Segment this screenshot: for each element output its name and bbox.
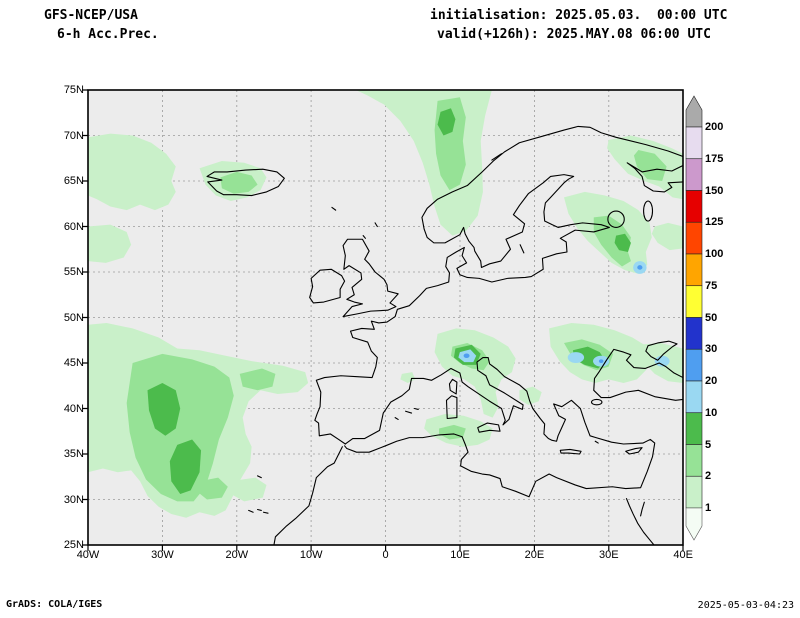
xtick-label: 10E xyxy=(450,549,470,561)
colorbar-label: 150 xyxy=(705,184,724,197)
colorbar-label: 30 xyxy=(705,343,718,356)
ytick-label: 50N xyxy=(63,311,84,324)
colorbar-label: 50 xyxy=(705,311,718,324)
colorbar-label: 20 xyxy=(705,375,718,387)
colorbar-segment xyxy=(685,348,703,382)
colorbar xyxy=(685,95,703,541)
ytick-label: 35N xyxy=(63,448,84,460)
colorbar-segment xyxy=(685,126,703,160)
init-time: initialisation: 2025.05.03. 00:00 UTC xyxy=(430,8,728,23)
colorbar-label: 2 xyxy=(705,470,712,483)
colorbar-label: 175 xyxy=(705,152,724,165)
ytick-label: 25N xyxy=(63,539,84,551)
colorbar-label: 100 xyxy=(705,248,724,260)
colorbar-top-arrow xyxy=(685,95,703,128)
colorbar-bottom-arrow xyxy=(685,507,703,541)
xtick-label: 40E xyxy=(673,549,693,561)
ytick-label: 75N xyxy=(63,84,84,96)
ytick-label: 65N xyxy=(63,175,84,187)
colorbar-segment xyxy=(685,253,703,287)
colorbar-label: 125 xyxy=(705,216,724,229)
map-plot xyxy=(88,90,683,545)
xtick-label: 40W xyxy=(76,549,100,561)
colorbar-label: 5 xyxy=(705,438,712,451)
coastlines xyxy=(207,126,683,545)
ytick-label: 55N xyxy=(63,266,84,278)
colorbar-label: 75 xyxy=(705,279,718,292)
grid-lines xyxy=(88,90,683,545)
valid-time: valid(+126h): 2025.MAY.08 06:00 UTC xyxy=(437,27,711,42)
colorbar-label: 1 xyxy=(705,502,712,514)
map-frame xyxy=(87,89,684,546)
creation-timestamp: 2025-05-03-04:23 xyxy=(697,600,794,611)
model-title: GFS-NCEP/USA xyxy=(44,8,138,23)
ytick-label: 45N xyxy=(63,357,84,369)
product-title: 6-h Acc.Prec. xyxy=(57,27,159,42)
colorbar-segment xyxy=(685,475,703,509)
ytick-label: 60N xyxy=(63,220,84,233)
xtick-label: 10W xyxy=(299,549,323,561)
ytick-label: 40N xyxy=(63,402,84,415)
grads-credit: GrADS: COLA/IGES xyxy=(6,599,103,610)
colorbar-segment xyxy=(685,221,703,255)
xtick-label: 0 xyxy=(382,549,389,561)
ytick-label: 30N xyxy=(63,493,84,506)
colorbar-segment xyxy=(685,158,703,191)
colorbar-segment xyxy=(685,380,703,414)
colorbar-segment xyxy=(685,317,703,350)
colorbar-segment xyxy=(685,285,703,318)
xtick-label: 30W xyxy=(151,549,174,561)
axis-ticks xyxy=(82,89,684,551)
xtick-label: 20E xyxy=(524,549,545,561)
xtick-label: 20W xyxy=(225,549,249,561)
colorbar-segment xyxy=(685,412,703,445)
ytick-label: 70N xyxy=(63,129,84,142)
colorbar-segment xyxy=(685,190,703,223)
precip-shading-blue xyxy=(463,265,643,363)
colorbar-label: 200 xyxy=(705,121,724,133)
colorbar-label: 10 xyxy=(705,406,718,419)
colorbar-segment xyxy=(685,444,703,477)
xtick-label: 30E xyxy=(599,549,619,561)
